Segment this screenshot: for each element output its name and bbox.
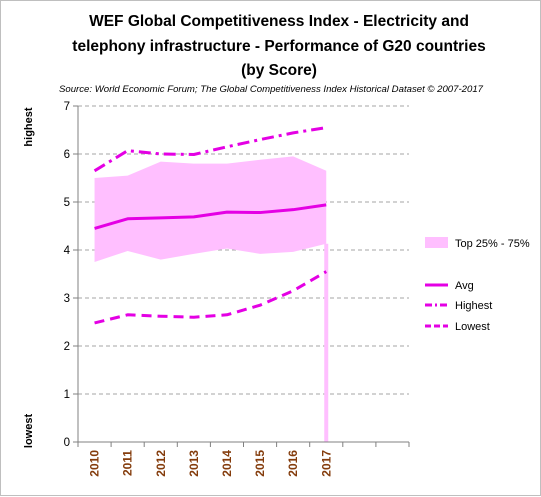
legend-label-band: Top 25% - 75% (455, 238, 530, 250)
y-tick-label: 1 (64, 389, 70, 401)
y-tick-labels: 0 1 2 3 4 5 6 7 (64, 101, 71, 449)
legend-label-avg: Avg (455, 280, 474, 292)
legend-label-highest: Highest (455, 300, 492, 312)
y-tick-label: 4 (64, 245, 71, 257)
x-tick-label: 2013 (187, 450, 201, 477)
gridlines (78, 105, 409, 395)
series-lines (93, 126, 328, 325)
legend-swatch-band (425, 237, 448, 248)
x-tick-label: 2015 (253, 450, 267, 477)
axes (73, 105, 410, 447)
y-tick-label: 7 (64, 101, 70, 113)
series-line-lowest (94, 270, 328, 325)
legend: Top 25% - 75% Avg Highest Lowest (425, 237, 530, 333)
x-tick-label: 2017 (319, 450, 333, 477)
chart-title: WEF Global Competitiveness Index - Elect… (72, 13, 485, 79)
y-tick-label: 6 (64, 149, 70, 161)
x-tick-labels: 2010 2011 2012 2013 2014 2015 2016 2017 (88, 450, 334, 477)
chart-title-line-2: telephony infrastructure - Performance o… (72, 38, 485, 55)
y-tick-label: 0 (64, 437, 70, 449)
x-tick-label: 2014 (220, 450, 234, 477)
x-tick-label: 2011 (121, 450, 135, 476)
y-side-label-lowest: lowest (23, 414, 35, 449)
y-side-label-highest: highest (23, 107, 35, 146)
band-layer (94, 156, 329, 442)
y-tick-label: 2 (64, 341, 70, 353)
x-tick-label: 2016 (286, 450, 300, 477)
y-tick-label: 5 (64, 197, 70, 209)
series-line-highest (93, 126, 327, 173)
series-line-avg (94, 203, 327, 230)
y-tick-label: 3 (64, 293, 70, 305)
x-tick-label: 2010 (88, 450, 102, 477)
x-tick-label: 2012 (154, 450, 168, 477)
chart-title-line-3: (by Score) (241, 62, 317, 79)
band-top-25-75 (94, 156, 327, 262)
chart-source: Source: World Economic Forum; The Global… (59, 84, 484, 95)
legend-label-lowest: Lowest (455, 321, 490, 333)
chart-title-line-1: WEF Global Competitiveness Index - Elect… (89, 13, 469, 30)
marker-line-2017 (324, 243, 329, 442)
